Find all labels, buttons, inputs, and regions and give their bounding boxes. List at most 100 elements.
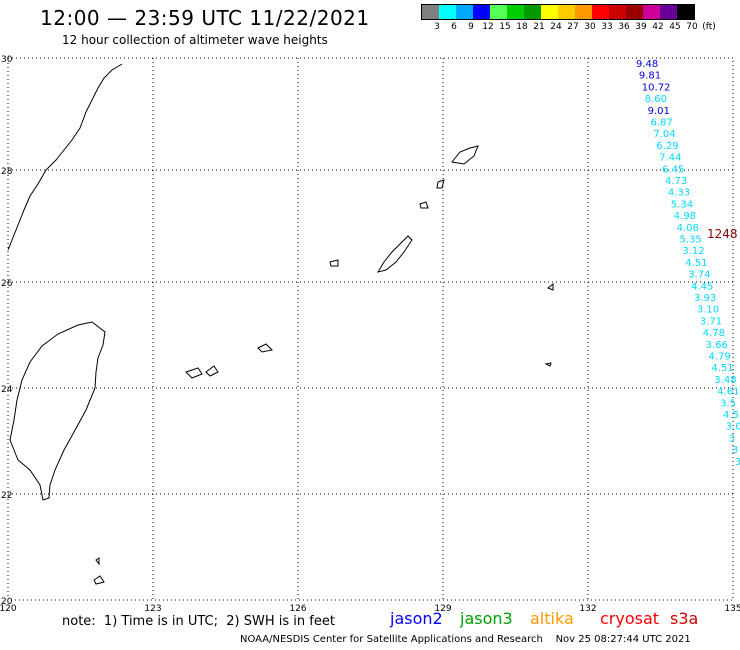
map-subtitle: 12 hour collection of altimeter wave hei… [62, 33, 328, 47]
lon-tick-label: 129 [434, 604, 451, 614]
lat-tick-label: 30 [1, 55, 13, 65]
legend-label: 3 [434, 22, 440, 32]
legend-swatch [609, 5, 626, 19]
wave-height-value: 9.81 [639, 71, 661, 82]
legend-label: 36 [618, 22, 630, 32]
coastlines [7, 63, 554, 585]
legend-swatch [626, 5, 643, 19]
legend-label: 33 [601, 22, 613, 32]
wave-height-value: 4.78 [703, 328, 725, 339]
lat-tick-label: 24 [1, 385, 13, 395]
wave-height-value: 4.51 [685, 258, 707, 269]
legend-swatch [643, 5, 660, 19]
legend-swatch [490, 5, 507, 19]
wave-height-value: 4.5 [723, 410, 739, 421]
legend-label: (ft) [702, 22, 716, 32]
legend-swatch [541, 5, 558, 19]
legend-label: 70 [686, 22, 698, 32]
lat-lon-grid: 120 123 126 129 132 135 30 28 26 24 22 20 [0, 55, 740, 614]
legend-label: 30 [584, 22, 596, 32]
lat-tick-label: 28 [1, 167, 13, 177]
wave-height-value: 6.87 [651, 118, 673, 129]
wave-height-value: 8.60 [645, 94, 667, 105]
legend-swatch [456, 5, 473, 19]
map-note: note: 1) Time is in UTC; 2) SWH is in fe… [62, 614, 335, 629]
wave-height-value: 3.48 [714, 375, 736, 386]
lat-tick-label: 20 [1, 597, 13, 607]
legend-label: 45 [669, 22, 681, 32]
wave-height-value: 3.71 [700, 316, 722, 327]
legend-swatch [660, 5, 677, 19]
legend-labels: 3 6 9 12 15 18 21 24 27 30 33 36 39 42 45 70 (ft) [421, 22, 716, 34]
map-footer: NOAA/NESDIS Center for Satellite Applica… [240, 634, 691, 645]
wave-height-value: 3.12 [682, 246, 704, 257]
yaeyama-island [205, 365, 219, 377]
legend-swatch [422, 5, 439, 19]
island-6 [544, 362, 552, 367]
legend-label: 6 [451, 22, 457, 32]
wave-height-value: 7.04 [653, 129, 675, 140]
wave-height-value: 9.01 [648, 106, 670, 117]
jason2-track: 9.489.8110.728.609.016.877.046.297.446.4… [636, 59, 740, 468]
legend-swatch [558, 5, 575, 19]
legend-swatch [507, 5, 524, 19]
wave-height-value: 4.73 [665, 176, 687, 187]
lon-tick-label: 135 [724, 604, 740, 614]
miyako-island [185, 367, 203, 379]
map-title: 12:00 — 23:59 UTC 11/22/2021 [40, 6, 370, 30]
wave-height-value: 3.0 [726, 422, 740, 433]
wave-height-value: 4.98 [674, 211, 696, 222]
satellite-name: cryosat [600, 609, 660, 628]
wave-height-value: 6.29 [656, 141, 678, 152]
wave-height-value: 6.45 [662, 164, 684, 175]
wave-height-value: 3 [732, 445, 738, 456]
ryukyu-coast-north [7, 63, 123, 251]
lat-tick-label: 22 [1, 491, 12, 501]
wave-height-value: 3.93 [694, 293, 716, 304]
wave-height-value: 1248 [707, 227, 738, 241]
island-1 [419, 201, 429, 209]
satellite-name: jason3 [460, 609, 513, 628]
lat-tick-label: 26 [1, 279, 13, 289]
wave-height-value: 3.5 [720, 398, 736, 409]
wave-height-value: 4.08 [677, 223, 699, 234]
satellite-name: jason2 [390, 609, 443, 628]
legend-color-scale [421, 4, 695, 20]
island-5 [547, 282, 554, 291]
satellite-name: s3a [670, 609, 699, 628]
lon-tick-label: 126 [289, 604, 306, 614]
legend-label: 21 [533, 22, 545, 32]
legend-label: 12 [482, 22, 494, 32]
wave-height-value: 4.51 [711, 363, 733, 374]
wave-height-value: 3 [735, 457, 740, 468]
wave-height-value: 7.44 [659, 153, 681, 164]
wave-height-value: 4.33 [668, 188, 690, 199]
lon-tick-label: 132 [579, 604, 596, 614]
tokuno-island [436, 179, 445, 189]
wave-height-value: 3.74 [688, 270, 710, 281]
legend-swatch [677, 5, 694, 19]
legend-label: 27 [567, 22, 579, 32]
okinawa-island [376, 235, 413, 273]
taiwan-coastline [9, 321, 106, 501]
legend-swatch [524, 5, 541, 19]
wave-height-value: 5.34 [671, 199, 693, 210]
legend-swatch [575, 5, 592, 19]
legend-swatch [473, 5, 490, 19]
island-4 [95, 557, 100, 566]
lon-tick-label: 123 [144, 604, 161, 614]
legend-label: 24 [550, 22, 562, 32]
amami-island [451, 145, 479, 165]
island-2 [329, 259, 339, 267]
wave-height-value: 10.72 [642, 82, 671, 93]
satellite-name: altika [530, 609, 574, 628]
wave-height-value: 4.61 [717, 387, 739, 398]
legend-label: 39 [635, 22, 647, 32]
legend-swatch [439, 5, 456, 19]
legend-label: 9 [468, 22, 474, 32]
island-3 [93, 575, 105, 585]
lon-tick-label: 120 [0, 604, 17, 614]
map-frame [7, 57, 734, 601]
wave-height-value: 3.66 [706, 340, 728, 351]
